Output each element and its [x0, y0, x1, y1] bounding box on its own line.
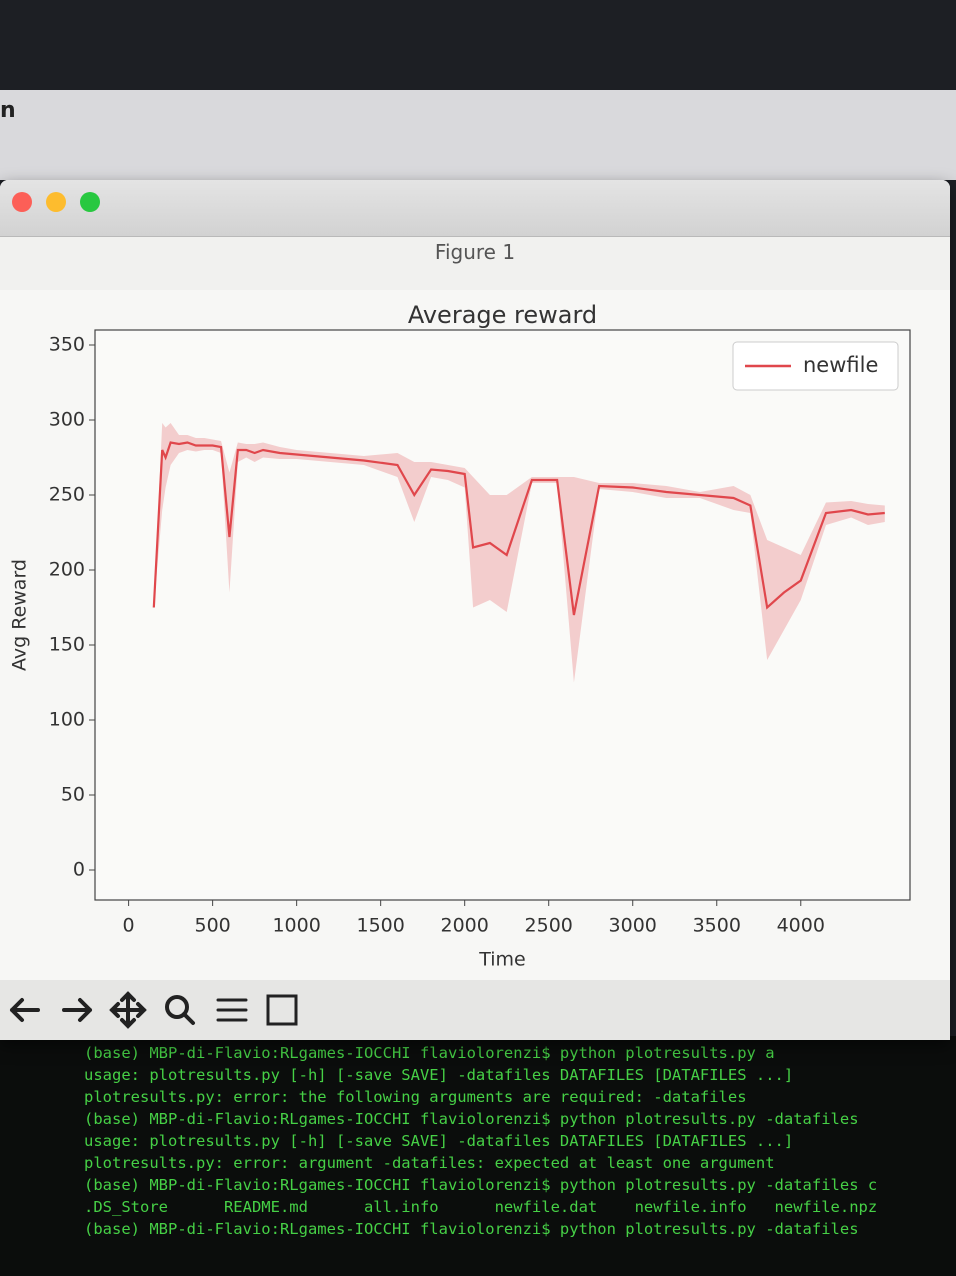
- background-text: n: [0, 98, 16, 123]
- title-bar: [0, 180, 950, 237]
- terminal-line: plotresults.py: error: argument -datafil…: [84, 1154, 775, 1172]
- x-tick-label: 4000: [777, 915, 825, 937]
- back-button[interactable]: [10, 998, 40, 1022]
- y-axis-label: Avg Reward: [9, 559, 31, 671]
- x-axis-label: Time: [478, 949, 526, 971]
- x-tick-label: 2500: [525, 915, 573, 937]
- y-tick-label: 350: [49, 334, 85, 356]
- y-tick-label: 100: [49, 709, 85, 731]
- close-button[interactable]: [12, 192, 32, 212]
- x-tick-label: 1000: [272, 915, 320, 937]
- minimize-button[interactable]: [46, 192, 66, 212]
- x-tick-label: 3500: [693, 915, 741, 937]
- forward-button[interactable]: [62, 998, 92, 1022]
- x-tick-label: 500: [194, 915, 230, 937]
- toolbar-icons: [10, 991, 298, 1029]
- legend-label: newfile: [803, 353, 878, 377]
- terminal-line: plotresults.py: error: the following arg…: [84, 1088, 747, 1106]
- y-tick-label: 300: [49, 409, 85, 431]
- window-title: Figure 1: [434, 240, 516, 264]
- y-tick-label: 0: [73, 859, 85, 881]
- chart-title: Average reward: [408, 301, 597, 329]
- zoom-button[interactable]: [80, 192, 100, 212]
- y-tick-label: 50: [61, 784, 85, 806]
- save-button[interactable]: [266, 994, 298, 1026]
- y-tick-label: 250: [49, 484, 85, 506]
- y-tick-label: 150: [49, 634, 85, 656]
- zoom-button[interactable]: [165, 995, 195, 1025]
- figure-window: Figure 1 Average reward Time Avg Reward 0 50…: [0, 180, 950, 1040]
- background-window: n: [0, 90, 956, 180]
- legend-box: [732, 341, 899, 391]
- terminal-line: (base) MBP-di-Flavio:RLgames-IOCCHI flav…: [84, 1110, 859, 1128]
- terminal-line: (base) MBP-di-Flavio:RLgames-IOCCHI flav…: [84, 1220, 859, 1238]
- x-tick-label: 2000: [441, 915, 489, 937]
- x-tick-label: 3000: [609, 915, 657, 937]
- terminal-line: (base) MBP-di-Flavio:RLgames-IOCCHI flav…: [84, 1044, 775, 1062]
- chart: Average reward Time Avg Reward 0 50 100 150 200…: [0, 290, 950, 980]
- configure-button[interactable]: [216, 998, 248, 1022]
- line: [152, 441, 885, 616]
- pan-button[interactable]: [109, 991, 147, 1029]
- terminal-line: usage: plotresults.py [-h] [-save SAVE] …: [84, 1066, 794, 1084]
- x-tick-label: 0: [123, 915, 135, 937]
- toolbar: [0, 980, 950, 1040]
- plot-area: [94, 329, 911, 901]
- terminal-line: .DS_Store README.md all.info newfile.dat…: [84, 1198, 878, 1216]
- y-tick-label: 200: [49, 559, 85, 581]
- terminal-line: usage: plotresults.py [-h] [-save SAVE] …: [84, 1132, 794, 1150]
- terminal-line: (base) MBP-di-Flavio:RLgames-IOCCHI flav…: [84, 1176, 878, 1194]
- x-tick-label: 1500: [356, 915, 404, 937]
- terminal: (base) MBP-di-Flavio:RLgames-IOCCHI flav…: [0, 1036, 956, 1276]
